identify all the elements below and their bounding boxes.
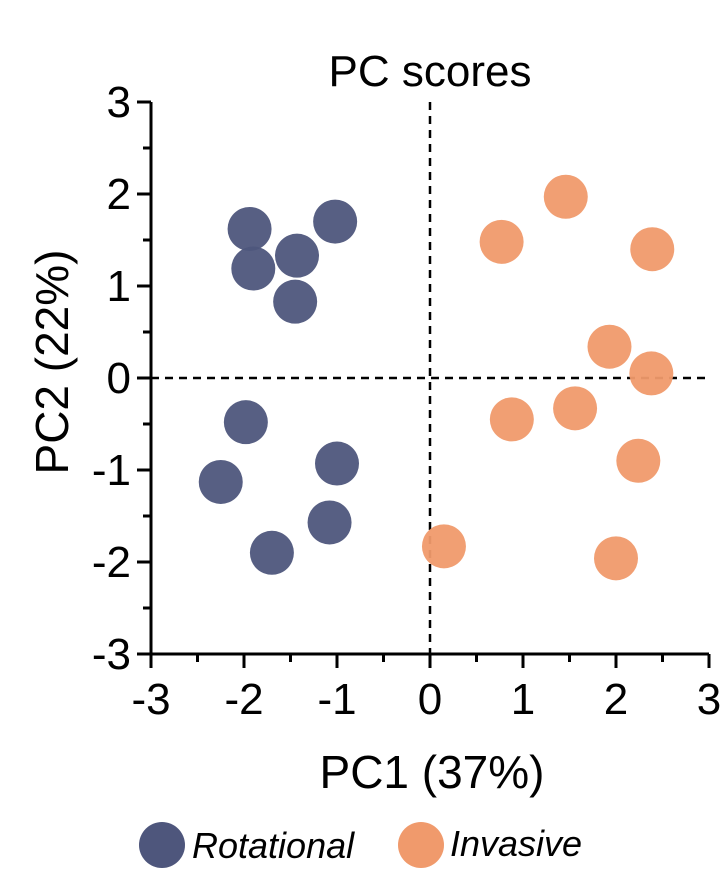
legend-label-rotational: Rotational [192,825,355,866]
data-point-invasive [489,397,534,442]
data-point-invasive [630,227,675,272]
data-point-rotational [307,500,352,545]
data-point-invasive [479,219,524,264]
data-point-rotational [275,233,320,278]
x-axis-title: PC1 (37%) [320,746,545,798]
y-tick-label: 1 [107,262,131,311]
x-tick-label: -2 [224,675,263,724]
data-point-rotational [231,246,276,291]
data-point-rotational [315,441,359,486]
data-point-invasive [629,351,674,396]
data-point-invasive [421,524,466,569]
data-point-rotational [227,206,272,251]
series-invasive [421,174,675,581]
data-point-rotational [198,459,243,504]
legend-marker-rotational [139,822,185,868]
x-tick-label: 2 [604,675,628,724]
data-point-invasive [616,438,661,483]
legend-marker-invasive [398,822,444,868]
data-point-invasive [587,324,632,369]
data-point-invasive [553,386,598,431]
x-tick-label: -3 [131,675,170,724]
x-tick-label: 1 [511,675,535,724]
x-tick-label: 0 [418,675,442,724]
y-tick-label: 0 [107,354,131,403]
y-axis-title: PC2 (22%) [26,250,78,475]
data-point-invasive [594,536,638,581]
data-point-invasive [543,174,588,219]
chart-title: PC scores [329,47,532,96]
x-tick-label: -1 [317,675,356,724]
series-rotational [198,199,359,575]
legend-label-invasive: Invasive [450,823,582,864]
y-tick-label: 3 [107,78,131,127]
y-tick-label: 2 [107,170,131,219]
y-tick-label: -2 [92,538,131,587]
data-point-rotational [249,530,294,575]
legend: Rotational Invasive [139,822,582,868]
data-point-rotational [313,199,358,244]
data-point-rotational [273,279,318,324]
data-point-rotational [223,400,268,445]
y-tick-label: -3 [92,630,131,679]
x-tick-label: 3 [697,675,721,724]
y-tick-label: -1 [92,446,131,495]
